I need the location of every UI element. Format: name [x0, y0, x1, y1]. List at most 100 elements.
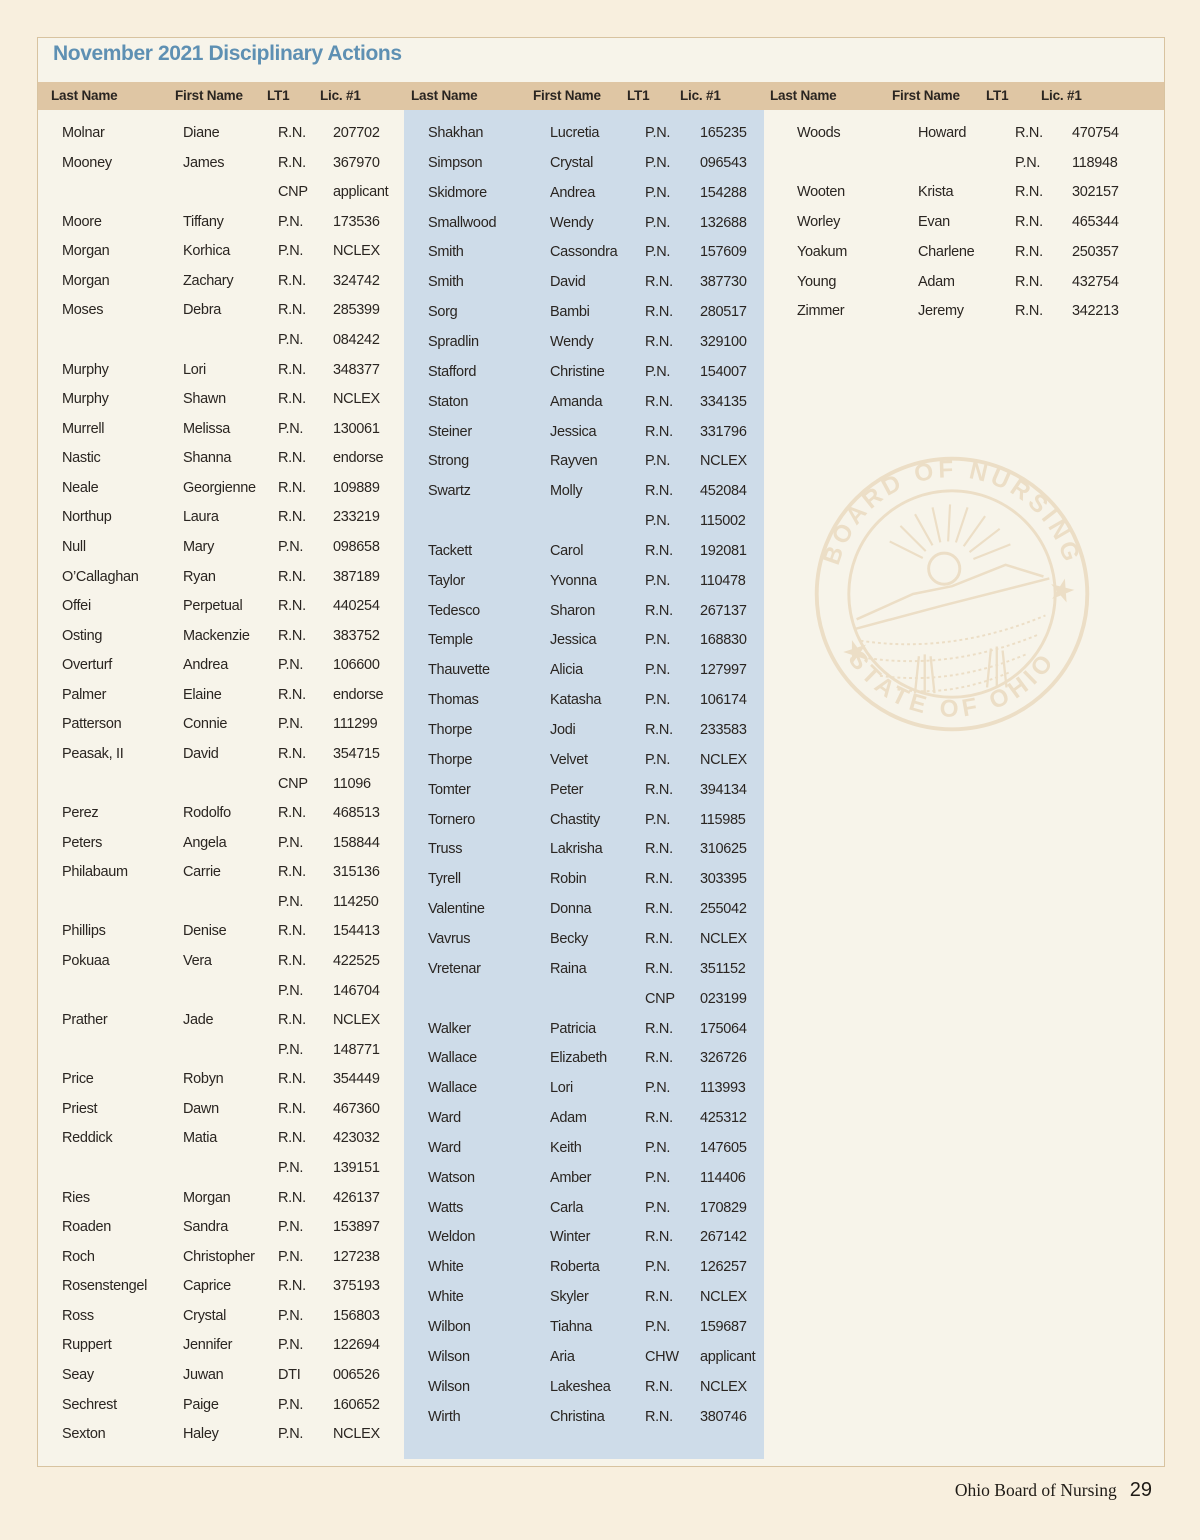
license-type-cell: R.N.: [645, 274, 673, 291]
table-row: P.N. 146704: [0, 977, 1200, 1007]
license-type-cell: R.N.: [1015, 273, 1043, 290]
first-name-cell: Christopher: [183, 1248, 255, 1265]
license-type-cell: R.N.: [645, 393, 673, 410]
license-type-cell: R.N.: [278, 1071, 306, 1088]
table-row: Mooney James R.N. 367970: [0, 149, 1200, 179]
first-name-cell: Cassondra: [550, 244, 618, 261]
license-type-cell: R.N.: [278, 302, 306, 319]
column-header-last-name: Last Name: [770, 88, 837, 103]
license-number-cell: NCLEX: [333, 1012, 380, 1029]
license-type-cell: R.N.: [278, 1012, 306, 1029]
first-name-cell: Jade: [183, 1012, 214, 1029]
table-row: Rosenstengel Caprice R.N. 375193: [0, 1272, 1200, 1302]
license-type-cell: R.N.: [278, 923, 306, 940]
last-name-cell: Palmer: [62, 686, 107, 703]
last-name-cell: Stafford: [428, 363, 477, 380]
last-name-cell: Temple: [428, 632, 473, 649]
license-number-cell: 139151: [333, 1159, 380, 1176]
table-row: Thorpe Jodi R.N. 233583: [0, 716, 1200, 746]
table-row: White Skyler R.N. NCLEX: [0, 1283, 1200, 1313]
license-number-cell: endorse: [333, 450, 384, 467]
last-name-cell: Reddick: [62, 1130, 113, 1147]
license-type-cell: R.N.: [645, 901, 673, 918]
table-row: Phillips Denise R.N. 154413: [0, 917, 1200, 947]
license-type-cell: P.N.: [278, 420, 304, 437]
table-row: Watson Amber P.N. 114406: [0, 1164, 1200, 1194]
last-name-cell: Skidmore: [428, 184, 487, 201]
table-row: Moses Debra R.N. 285399: [0, 296, 1200, 326]
last-name-cell: Ward: [428, 1110, 461, 1127]
table-row: Watts Carla P.N. 170829: [0, 1194, 1200, 1224]
license-number-cell: 394134: [700, 781, 747, 798]
table-row: P.N. 084242: [0, 326, 1200, 356]
license-number-cell: 380746: [700, 1408, 747, 1425]
license-type-cell: P.N.: [278, 834, 304, 851]
license-type-cell: CHW: [645, 1348, 679, 1365]
first-name-cell: Evan: [918, 214, 950, 231]
first-name-cell: Andrea: [550, 184, 595, 201]
table-row: Palmer Elaine R.N. endorse: [0, 681, 1200, 711]
last-name-cell: O’Callaghan: [62, 568, 139, 585]
table-row: Price Robyn R.N. 354449: [0, 1065, 1200, 1095]
license-number-cell: NCLEX: [700, 453, 747, 470]
last-name-cell: Peasak, II: [62, 745, 124, 762]
last-name-cell: Wilson: [428, 1348, 470, 1365]
license-type-cell: R.N.: [278, 1278, 306, 1295]
table-row: Thauvette Alicia P.N. 127997: [0, 656, 1200, 686]
last-name-cell: Valentine: [428, 901, 485, 918]
last-name-cell: Thomas: [428, 692, 479, 709]
table-row: Sorg Bambi R.N. 280517: [0, 298, 1200, 328]
table-row: Thomas Katasha P.N. 106174: [0, 686, 1200, 716]
last-name-cell: Thorpe: [428, 722, 473, 738]
table-row: Null Mary P.N. 098658: [0, 533, 1200, 563]
table-row: Valentine Donna R.N. 255042: [0, 895, 1200, 925]
license-number-cell: 126257: [700, 1259, 747, 1276]
license-number-cell: 432754: [1072, 273, 1119, 290]
table-row: Wilson Lakeshea R.N. NCLEX: [0, 1373, 1200, 1403]
license-type-cell: R.N.: [278, 450, 306, 467]
license-number-cell: 154288: [700, 184, 747, 201]
table-row: Philabaum Carrie R.N. 315136: [0, 858, 1200, 888]
license-number-cell: 127238: [333, 1248, 380, 1265]
license-type-cell: R.N.: [1015, 303, 1043, 320]
license-type-cell: R.N.: [645, 542, 673, 559]
license-number-cell: 423032: [333, 1130, 380, 1147]
license-number-cell: 315136: [333, 864, 380, 881]
first-name-cell: Connie: [183, 716, 228, 733]
license-type-cell: P.N.: [278, 1307, 304, 1324]
table-row: Murrell Melissa P.N. 130061: [0, 415, 1200, 445]
last-name-cell: Moses: [62, 302, 104, 319]
license-number-cell: 11096: [333, 775, 371, 792]
last-name-cell: Worley: [797, 214, 841, 231]
license-type-cell: P.N.: [645, 662, 671, 679]
license-number-cell: 468513: [333, 805, 380, 822]
first-name-cell: Juwan: [183, 1366, 224, 1383]
last-name-cell: Wooten: [797, 184, 845, 201]
first-name-cell: David: [550, 274, 586, 291]
table-row: Thorpe Velvet P.N. NCLEX: [0, 746, 1200, 776]
table-row: Walker Patricia R.N. 175064: [0, 1015, 1200, 1045]
license-number-cell: 426137: [333, 1189, 380, 1206]
last-name-cell: Smith: [428, 274, 464, 291]
table-row: Ross Crystal P.N. 156803: [0, 1302, 1200, 1332]
license-type-cell: R.N.: [645, 1408, 673, 1425]
license-number-cell: NCLEX: [333, 243, 380, 260]
first-name-cell: Andrea: [183, 657, 228, 674]
last-name-cell: Roch: [62, 1248, 95, 1265]
first-name-cell: Wendy: [550, 214, 594, 231]
column-header-last-name: Last Name: [411, 88, 478, 103]
column-header-lic-1: Lic. #1: [320, 88, 361, 103]
table-row: Peasak, II David R.N. 354715: [0, 740, 1200, 770]
last-name-cell: Wallace: [428, 1050, 477, 1067]
last-name-cell: Morgan: [62, 272, 110, 289]
license-number-cell: 329100: [700, 333, 747, 350]
table-row: Tedesco Sharon R.N. 267137: [0, 597, 1200, 627]
first-name-cell: Ryan: [183, 568, 216, 585]
last-name-cell: Watson: [428, 1169, 475, 1186]
column-header-first-name: First Name: [175, 88, 243, 103]
last-name-cell: Yoakum: [797, 243, 848, 260]
last-name-cell: Vavrus: [428, 930, 471, 947]
license-type-cell: CNP: [278, 775, 308, 792]
license-type-cell: P.N.: [645, 692, 671, 709]
